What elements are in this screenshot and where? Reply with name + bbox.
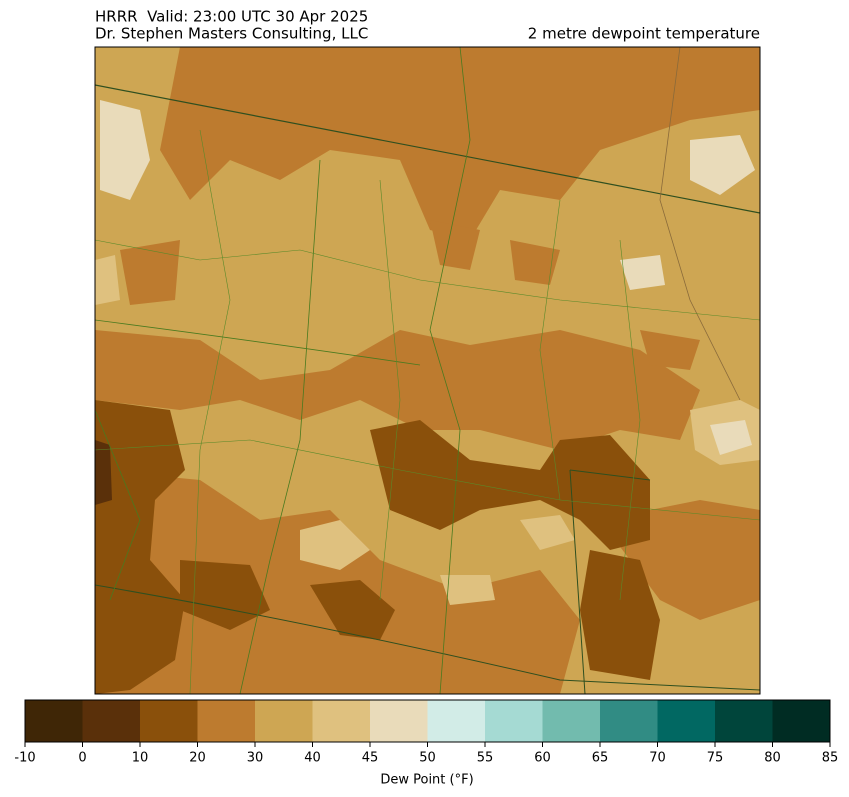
dewpoint-area xyxy=(520,515,575,550)
dewpoint-area xyxy=(120,240,180,305)
colorbar-tick-label: 20 xyxy=(189,751,206,766)
dewpoint-area xyxy=(690,135,755,195)
colorbar-label: Dew Point (°F) xyxy=(380,773,473,788)
dewpoint-area xyxy=(100,100,150,200)
colorbar-segment xyxy=(140,700,198,742)
dewpoint-area xyxy=(160,47,760,240)
colorbar-segment xyxy=(25,700,83,742)
dewpoint-area xyxy=(640,330,700,370)
colorbar-tick-label: 30 xyxy=(247,751,264,766)
colorbar-tick-label: 85 xyxy=(822,751,839,766)
title-left: HRRR Valid: 23:00 UTC 30 Apr 2025 xyxy=(95,8,368,26)
colorbar-segment xyxy=(312,700,371,742)
colorbar-segment xyxy=(542,700,601,742)
dewpoint-area xyxy=(95,255,120,305)
colorbar-segment xyxy=(715,700,773,742)
colorbar-segment xyxy=(772,700,831,742)
colorbar-segment xyxy=(255,700,313,742)
colorbar-tick-label: 45 xyxy=(362,751,379,766)
colorbar-tick-label: 55 xyxy=(477,751,494,766)
colorbar-segment xyxy=(370,700,428,742)
colorbar-segment xyxy=(485,700,543,742)
colorbar-tick-label: 0 xyxy=(78,751,86,766)
dewpoint-area xyxy=(95,400,185,694)
colorbar-tick-label: 40 xyxy=(304,751,321,766)
colorbar-segment xyxy=(600,700,658,742)
subtitle-left: Dr. Stephen Masters Consulting, LLC xyxy=(95,25,368,43)
colorbar-tick-label: -10 xyxy=(14,751,35,766)
dewpoint-area xyxy=(95,440,112,505)
dewpoint-area xyxy=(710,420,752,455)
dewpoint-area xyxy=(430,220,480,270)
map xyxy=(95,47,760,694)
dewpoint-area xyxy=(95,330,700,450)
dewpoint-area xyxy=(620,255,665,290)
colorbar-tick-label: 70 xyxy=(649,751,666,766)
map-frame xyxy=(94,46,761,695)
dewpoint-area xyxy=(310,580,395,640)
colorbar-tick-label: 50 xyxy=(419,751,436,766)
colorbar-segment xyxy=(427,700,486,742)
colorbar-segment xyxy=(82,700,141,742)
dewpoint-area xyxy=(510,240,560,285)
dewpoint-area xyxy=(440,575,495,605)
colorbar-tick-label: 75 xyxy=(707,751,724,766)
colorbar-tick-label: 65 xyxy=(592,751,609,766)
colorbar-segment xyxy=(657,700,716,742)
colorbar: -10 0 10 20 30 40 45 50 55 60 65 70 75 80 85 xyxy=(14,699,839,766)
dewpoint-area xyxy=(370,420,650,550)
dewpoint-area xyxy=(95,470,580,694)
title-right: 2 metre dewpoint temperature xyxy=(528,25,760,43)
colorbar-tick-label: 10 xyxy=(132,751,149,766)
colorbar-tick-label: 80 xyxy=(764,751,781,766)
borders xyxy=(95,47,760,694)
colorbar-tick-label: 60 xyxy=(534,751,551,766)
dewpoint-area xyxy=(300,520,370,570)
colorbar-segment xyxy=(197,700,256,742)
dewpoint-area xyxy=(580,550,660,680)
